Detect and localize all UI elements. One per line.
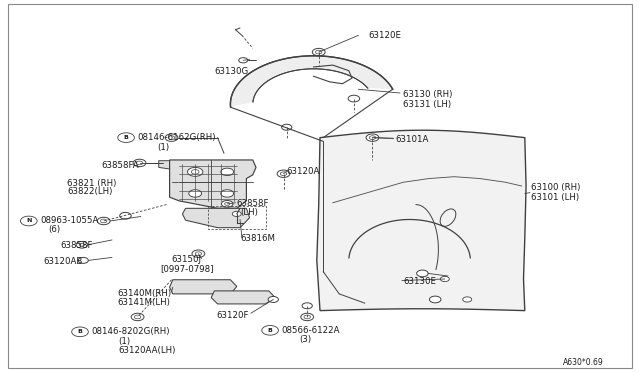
Circle shape [239,58,248,63]
Text: 63821 (RH): 63821 (RH) [67,179,116,187]
Circle shape [131,313,144,321]
Polygon shape [159,161,176,169]
Circle shape [348,95,360,102]
Text: (1): (1) [157,143,170,152]
Circle shape [262,326,278,335]
Text: 63822(LH): 63822(LH) [67,187,113,196]
Text: 63131 (LH): 63131 (LH) [403,100,451,109]
Circle shape [78,257,88,263]
Circle shape [225,202,230,205]
Text: 63120E: 63120E [368,31,401,40]
Text: 08963-1055A: 08963-1055A [40,217,99,225]
Circle shape [301,313,314,321]
Circle shape [280,172,287,176]
Circle shape [312,48,325,56]
Circle shape [221,190,234,197]
Polygon shape [230,56,393,107]
Text: 63150J: 63150J [172,255,202,264]
Circle shape [136,161,143,165]
Circle shape [97,217,110,225]
Text: 63816M: 63816M [240,234,275,243]
Circle shape [277,170,290,177]
Circle shape [232,211,241,217]
Text: 63101 (LH): 63101 (LH) [531,193,579,202]
Text: (6): (6) [48,225,60,234]
Text: 63101A: 63101A [396,135,429,144]
Circle shape [133,159,146,167]
Text: 63140M(RH): 63140M(RH) [117,289,172,298]
Circle shape [221,201,233,207]
Circle shape [195,252,202,256]
Text: 63120AB: 63120AB [43,257,83,266]
Circle shape [134,315,141,319]
Circle shape [191,170,199,174]
Text: [0997-0798]: [0997-0798] [160,264,214,273]
Text: 63858FA: 63858FA [101,161,139,170]
Circle shape [221,168,234,176]
Polygon shape [170,160,256,208]
Polygon shape [182,208,250,228]
Circle shape [189,190,202,197]
Text: 63858F: 63858F [237,199,269,208]
Polygon shape [170,280,237,294]
Circle shape [72,327,88,337]
Circle shape [440,276,449,282]
Text: 08146-8202G(RH): 08146-8202G(RH) [92,327,170,336]
Polygon shape [211,291,275,304]
Circle shape [192,250,205,257]
Circle shape [20,216,37,226]
Circle shape [316,50,322,54]
Text: (1): (1) [118,337,131,346]
Text: B: B [124,135,129,140]
Text: A630*0.69: A630*0.69 [563,358,604,367]
Circle shape [268,296,278,302]
Circle shape [118,133,134,142]
Text: 63858F: 63858F [61,241,93,250]
Text: 08566-6122A: 08566-6122A [282,326,340,335]
Ellipse shape [440,209,456,226]
Circle shape [463,297,472,302]
Circle shape [76,241,88,248]
Text: (3): (3) [300,335,312,344]
Text: 08146-6162G(RH): 08146-6162G(RH) [138,133,216,142]
Circle shape [282,124,292,130]
Circle shape [188,167,203,176]
Text: N: N [26,218,31,224]
Text: 63120AA(LH): 63120AA(LH) [118,346,176,355]
Text: 63141M(LH): 63141M(LH) [117,298,170,307]
Text: 63120A: 63120A [287,167,320,176]
Circle shape [100,219,107,223]
Circle shape [120,212,131,219]
Circle shape [369,136,376,140]
Circle shape [168,136,175,140]
Polygon shape [317,130,526,311]
Text: 63100 (RH): 63100 (RH) [531,183,580,192]
Circle shape [429,296,441,303]
Text: 63120F: 63120F [216,311,249,320]
Text: (LH): (LH) [240,208,258,217]
Circle shape [79,243,84,246]
Text: 63130E: 63130E [403,277,436,286]
Text: B: B [77,329,83,334]
Text: 63130 (RH): 63130 (RH) [403,90,452,99]
Circle shape [165,134,178,141]
Circle shape [417,270,428,277]
Text: B: B [268,328,273,333]
Circle shape [366,134,379,141]
Text: 63130G: 63130G [214,67,249,76]
Circle shape [304,315,310,319]
Circle shape [302,303,312,309]
